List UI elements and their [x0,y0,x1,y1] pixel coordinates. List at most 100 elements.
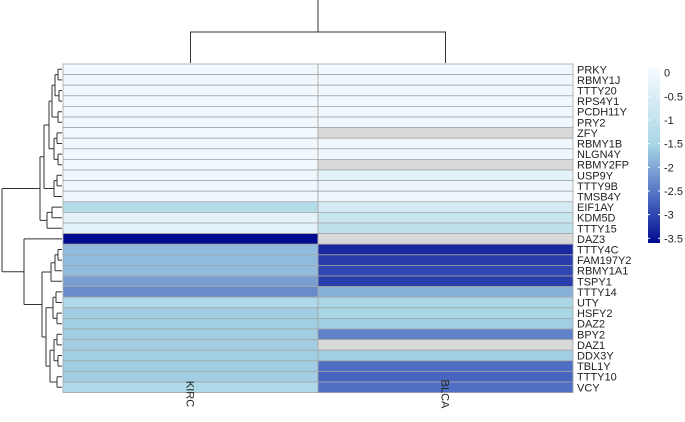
heatmap-cell-bpy2-blca [317,328,574,341]
row-label: TTTY15 [577,223,617,235]
legend-tick-label: 0 [664,68,670,80]
column-dendrogram-branch [190,0,446,63]
heatmap-cell-kdm5d-kirc [62,211,319,224]
row-label: TTTY4C [577,245,619,257]
heatmap-cell-ttty20-blca [317,84,574,97]
row-label: TTTY9B [577,181,618,193]
row-label: PRY2 [577,117,606,129]
heatmap-cell-kdm5d-blca [317,211,574,224]
heatmap-cell-daz1-kirc [62,339,319,351]
row-label: PRKY [577,64,608,76]
row-label: FAM197Y2 [577,255,631,267]
row-label: RBMY2FP [577,160,629,172]
heatmap-cell-ttty15-blca [317,222,574,235]
heatmap-cell-rbmy1j-blca [317,74,574,86]
row-label: UTY [577,298,600,310]
heatmap-cell-tspy1-kirc [62,275,319,288]
heatmap-cell-tspy1-blca [317,275,574,288]
heatmap-cell-prky-blca [317,63,574,76]
row-label: VCY [577,382,600,394]
heatmap-cell-pcdh11y-kirc [62,106,319,118]
heatmap-cell-daz2-kirc [62,317,319,330]
heatmap-cell-ddx3y-blca [317,349,574,362]
legend-tick-label: -2.5 [664,186,683,198]
row-label: TTTY20 [577,86,617,98]
heatmap-cell-pcdh11y-blca [317,106,574,118]
column-label: BLCA [439,380,451,409]
legend-tick-label: -0.5 [664,91,683,103]
row-label: USP9Y [577,170,614,182]
heatmap-cell-fam197y2-kirc [62,254,319,266]
heatmap-cell-hsfy2-kirc [62,307,319,319]
heatmap-cell-pry2-blca [317,116,574,129]
row-dendrogram [1,68,62,388]
row-label: TSPY1 [577,276,612,288]
heatmap-cell-zfy-blca [317,127,574,139]
heatmap-cell-tbl1y-kirc [62,360,319,372]
heatmap-cell-bpy2-kirc [62,328,319,341]
heatmap-cell-uty-kirc [62,296,319,309]
heatmap-cell-ttty14-blca [317,286,574,298]
heatmap-cell-rps4y1-kirc [62,95,319,107]
heatmap-cells [62,63,574,394]
legend-ticks: 0 -0.5 -1 -1.5 -2 -2.5 -3 -3.5 [648,68,683,245]
heatmap-cell-rbmy2fp-kirc [62,158,319,171]
heatmap-cell-ddx3y-kirc [62,349,319,362]
heatmap-cell-ttty15-kirc [62,222,319,235]
heatmap-cell-uty-blca [317,296,574,309]
row-label: PCDH11Y [577,107,628,119]
heatmap-cell-rbmy1j-kirc [62,74,319,86]
row-dendrogram-branch [1,68,62,388]
row-label: NLGN4Y [577,149,622,161]
column-dendrogram [190,0,446,63]
heatmap-cell-pry2-kirc [62,116,319,129]
heatmap-cell-prky-kirc [62,63,319,76]
heatmap-cell-daz1-blca [317,339,574,351]
heatmap-cell-ttty9b-kirc [62,180,319,192]
row-label: TBL1Y [577,361,611,373]
heatmap-cell-rps4y1-blca [317,95,574,107]
legend-tick-label: -3.5 [664,233,683,245]
heatmap-cell-rbmy1b-blca [317,137,574,150]
heatmap-cell-usp9y-kirc [62,169,319,182]
heatmap-cell-usp9y-blca [317,169,574,182]
row-label: ZFY [577,128,598,140]
row-label: RPS4Y1 [577,96,619,108]
row-label: RBMY1J [577,75,620,87]
heatmap-cell-eif1ay-blca [317,201,574,213]
legend-color-bar [648,68,660,243]
heatmap-cell-daz2-blca [317,317,574,330]
legend-tick-label: -1.5 [664,139,683,151]
row-label: DAZ2 [577,319,605,331]
heatmap-cell-rbmy1a1-blca [317,264,574,277]
row-label: TMSB4Y [577,192,622,204]
heatmap-cell-ttty4c-blca [317,243,574,256]
row-label: DDX3Y [577,351,614,363]
row-labels: PRKYRBMY1JTTTY20RPS4Y1PCDH11YPRY2ZFYRBMY… [577,64,631,394]
column-labels: KIRC BLCA [184,380,451,409]
row-label: DAZ3 [577,234,605,246]
row-label: TTTY14 [577,287,617,299]
row-label: DAZ1 [577,340,605,352]
heatmap-cell-ttty20-kirc [62,84,319,97]
heatmap-cell-daz3-blca [317,233,574,245]
heatmap-cell-daz3-kirc [62,233,319,245]
heatmap-cell-zfy-kirc [62,127,319,139]
legend-tick-label: -1 [664,115,674,127]
heatmap-cell-rbmy1b-kirc [62,137,319,150]
row-label: RBMY1B [577,139,622,151]
color-legend: 0 -0.5 -1 -1.5 -2 -2.5 -3 -3.5 [648,68,683,245]
row-label: HSFY2 [577,308,612,320]
heatmap-cell-eif1ay-kirc [62,201,319,213]
column-label: KIRC [184,381,196,407]
row-label: EIF1AY [577,202,615,214]
legend-tick-label: -2 [664,162,674,174]
heatmap-cell-tbl1y-blca [317,360,574,372]
row-label: BPY2 [577,329,605,341]
heatmap-cell-nlgn4y-kirc [62,148,319,160]
heatmap-cell-rbmy2fp-blca [317,158,574,171]
row-label: KDM5D [577,213,616,225]
heatmap-cell-vcy-blca [317,381,574,394]
heatmap-cell-fam197y2-blca [317,254,574,266]
